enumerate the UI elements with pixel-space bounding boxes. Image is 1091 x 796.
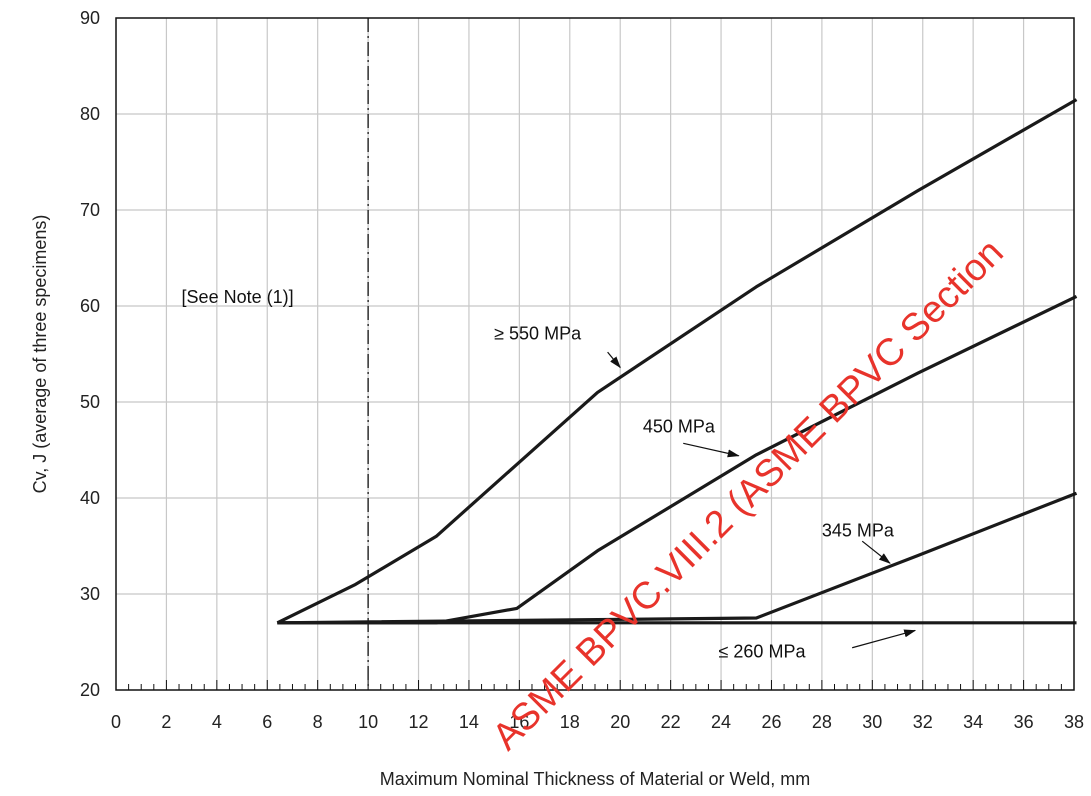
x-tick-label: 32 (913, 712, 933, 732)
x-tick-label: 26 (761, 712, 781, 732)
x-tick-label: 20 (610, 712, 630, 732)
y-tick-label: 70 (80, 200, 100, 220)
x-tick-label: 16 (509, 712, 529, 732)
y-tick-label: 80 (80, 104, 100, 124)
x-tick-label: 10 (358, 712, 378, 732)
y-tick-label: 50 (80, 392, 100, 412)
x-tick-labels: 0 2 4 6 8 10 12 14 16 18 20 22 24 26 28 30 32 34 36 38 (111, 712, 1084, 732)
plot-frame (115, 17, 1075, 691)
annotation-label-0: ≥ 550 MPa (494, 324, 582, 344)
annotation-label-1: 450 MPa (643, 417, 716, 437)
x-tick-label: 6 (262, 712, 272, 732)
y-tick-label: 90 (80, 8, 100, 28)
y-tick-label: 40 (80, 488, 100, 508)
x-tick-label: 36 (1014, 712, 1034, 732)
x-tick-label: 28 (812, 712, 832, 732)
x-tick-label: 30 (862, 712, 882, 732)
minor-ticks (115, 680, 1075, 690)
grid (116, 18, 1074, 690)
series-layer (276, 98, 1078, 625)
series-line-0 (276, 98, 1078, 625)
x-tick-label: 4 (212, 712, 222, 732)
y-tick-label: 20 (80, 680, 100, 700)
x-tick-label: 0 (111, 712, 121, 732)
annotation-arrow-0 (607, 351, 621, 369)
x-tick-label: 2 (161, 712, 171, 732)
note-text: [See Note (1)] (182, 287, 294, 307)
annotation-label-3: ≤ 260 MPa (719, 641, 807, 661)
series-line-2 (277, 491, 1078, 625)
x-tick-label: 34 (963, 712, 983, 732)
y-tick-labels: 20 30 40 50 60 70 80 90 (80, 8, 100, 700)
x-tick-label: 22 (661, 712, 681, 732)
x-axis-label: Maximum Nominal Thickness of Material or… (380, 769, 810, 789)
y-tick-label: 30 (80, 584, 100, 604)
annotations: ≥ 550 MPa 450 MPa 345 MPa ≤ 260 MPa (494, 324, 917, 661)
x-tick-label: 38 (1064, 712, 1084, 732)
x-tick-label: 24 (711, 712, 731, 732)
y-tick-label: 60 (80, 296, 100, 316)
y-axis-label: Cv, J (average of three specimens) (30, 215, 50, 494)
watermark-text: ASME BPVC.VIII.2 (ASME BPVC Section (485, 231, 1012, 758)
x-tick-label: 18 (560, 712, 580, 732)
annotation-label-2: 345 MPa (822, 520, 895, 540)
annotation-arrow-1 (683, 442, 740, 458)
annotation-arrow-3 (851, 629, 917, 649)
annotation-arrow-2 (861, 540, 891, 564)
x-tick-label: 12 (409, 712, 429, 732)
x-tick-label: 8 (313, 712, 323, 732)
x-tick-label: 14 (459, 712, 479, 732)
